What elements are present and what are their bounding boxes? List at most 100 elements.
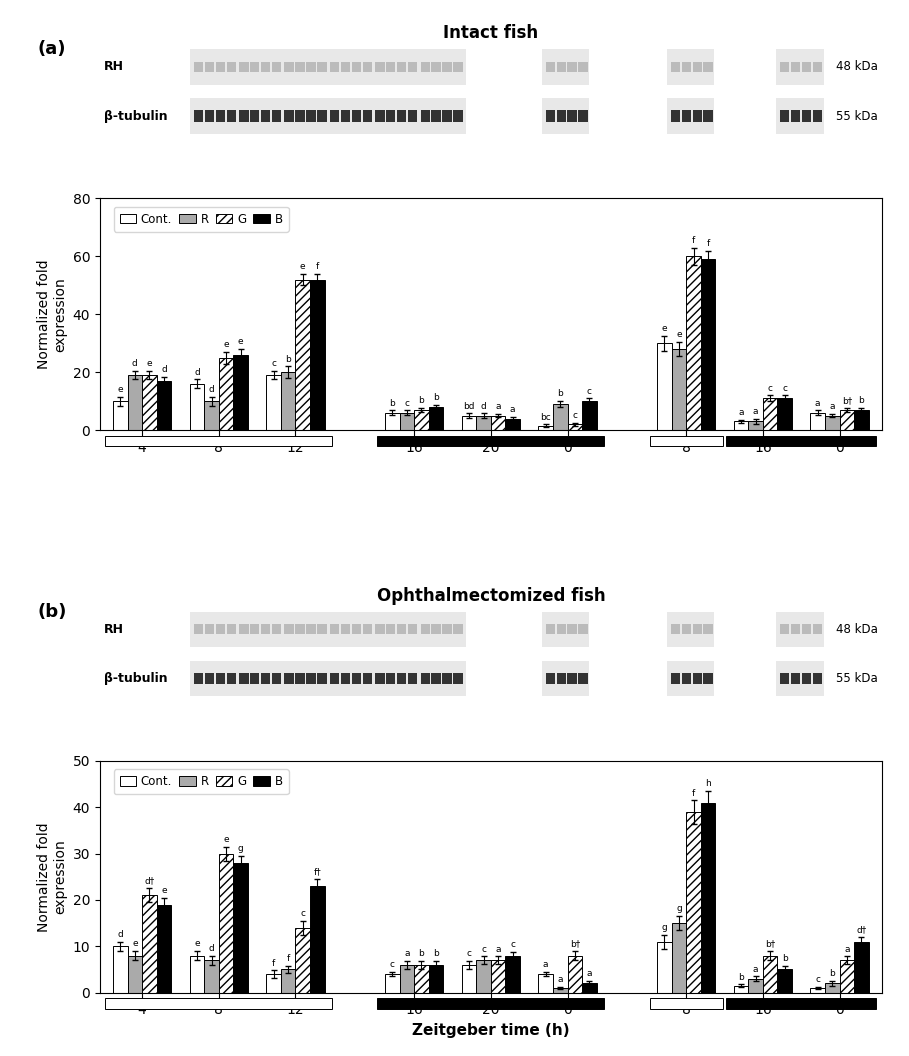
Bar [330, 673, 339, 684]
Bar [239, 62, 248, 72]
Text: e: e [676, 331, 682, 339]
Bar [421, 624, 430, 635]
Bar [454, 673, 463, 684]
Text: f†: f† [314, 867, 321, 876]
Bar [734, 985, 748, 993]
Bar [567, 110, 577, 122]
Bar [261, 110, 270, 122]
Text: 55 kDa: 55 kDa [836, 110, 878, 122]
Bar [226, 110, 236, 122]
Bar [156, 381, 171, 430]
Text: g: g [238, 844, 244, 853]
Text: g: g [676, 904, 682, 913]
Bar [375, 62, 385, 72]
Bar [476, 416, 491, 430]
Bar [421, 110, 430, 122]
Bar [142, 375, 156, 430]
Bar [400, 965, 415, 993]
Bar [281, 969, 295, 993]
Text: 48 kDa: 48 kDa [836, 623, 878, 636]
Bar [310, 886, 325, 993]
Bar [408, 624, 417, 635]
Bar [250, 624, 259, 635]
Text: c: c [587, 386, 592, 396]
Bar [693, 673, 702, 684]
Bar [194, 62, 204, 72]
Bar [226, 624, 236, 635]
Bar [578, 624, 588, 635]
Bar [763, 956, 777, 993]
Bar [748, 421, 763, 430]
Text: c: c [481, 945, 486, 954]
Bar [397, 624, 406, 635]
Bar [682, 673, 691, 684]
Text: f: f [286, 954, 290, 963]
Text: b: b [389, 399, 395, 408]
Bar [734, 421, 748, 430]
Bar [341, 673, 350, 684]
Bar [215, 624, 225, 635]
Bar [215, 110, 225, 122]
Text: a: a [495, 945, 501, 954]
Bar [840, 960, 854, 993]
Bar [190, 383, 205, 430]
Bar [190, 50, 465, 84]
Bar [239, 673, 248, 684]
Bar [363, 624, 372, 635]
Bar [542, 611, 589, 647]
Bar [505, 956, 520, 993]
Bar [567, 673, 577, 684]
Bar [397, 62, 406, 72]
Text: b†: b† [765, 939, 775, 948]
Bar [776, 661, 824, 696]
Text: c: c [573, 411, 577, 420]
Bar [421, 673, 430, 684]
Bar [545, 673, 555, 684]
Text: c: c [390, 960, 395, 969]
Bar [811, 988, 825, 993]
Text: e: e [146, 359, 152, 367]
Text: b: b [557, 390, 563, 398]
Bar [285, 624, 294, 635]
Bar [454, 62, 463, 72]
Bar [352, 110, 361, 122]
Bar [802, 624, 812, 635]
Text: h: h [705, 779, 711, 788]
Bar [215, 673, 225, 684]
Bar [330, 110, 339, 122]
Bar [802, 110, 812, 122]
Bar [432, 624, 441, 635]
Bar [553, 404, 567, 430]
Text: f: f [272, 959, 275, 967]
Bar [556, 110, 566, 122]
Bar [443, 110, 452, 122]
Bar [194, 110, 204, 122]
Bar [239, 110, 248, 122]
Text: a: a [753, 964, 758, 974]
Bar [385, 974, 400, 993]
Bar [226, 673, 236, 684]
Bar [142, 895, 156, 993]
Bar [219, 358, 234, 430]
Bar [105, 436, 332, 447]
Bar [567, 624, 577, 635]
Text: a: a [844, 945, 850, 954]
Bar [556, 673, 566, 684]
Bar [330, 62, 339, 72]
Text: b: b [782, 954, 788, 963]
Bar [791, 110, 801, 122]
Bar [780, 624, 790, 635]
Bar [432, 110, 441, 122]
Text: c: c [768, 383, 773, 393]
Bar [341, 110, 350, 122]
Bar [363, 110, 372, 122]
Text: bc: bc [540, 413, 551, 421]
Bar [811, 413, 825, 430]
Text: f: f [692, 235, 695, 245]
Bar [704, 673, 713, 684]
Text: a: a [495, 402, 501, 412]
Bar [686, 812, 701, 993]
Legend: Cont., R, G, B: Cont., R, G, B [114, 207, 288, 231]
Bar [454, 110, 463, 122]
Text: bd: bd [464, 401, 474, 411]
